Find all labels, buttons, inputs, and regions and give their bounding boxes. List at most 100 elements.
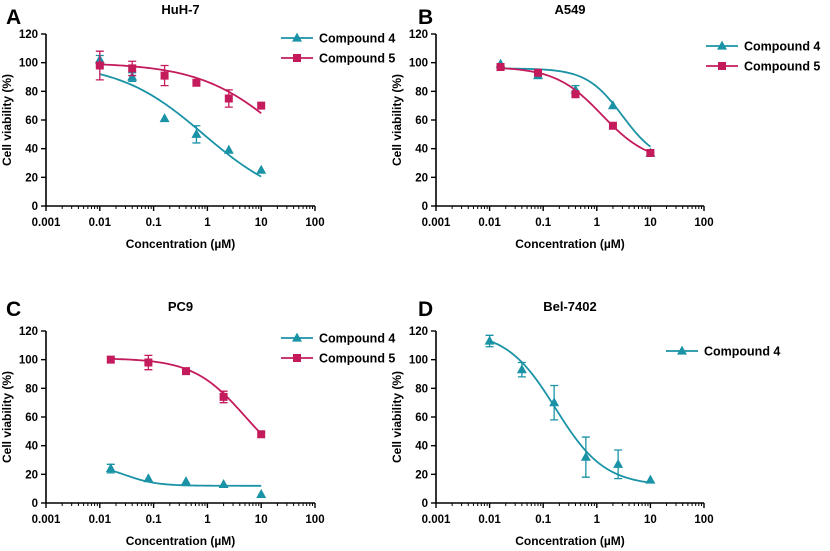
x-tick-label: 0.01 [89, 217, 112, 229]
data-point [534, 68, 543, 77]
legend-label: Compound 5 [319, 52, 395, 66]
legend-label: Compound 4 [704, 345, 780, 359]
x-tick-label: 0.001 [32, 514, 61, 526]
data-point [516, 364, 527, 374]
series-compound-5 [496, 62, 655, 157]
y-tick-label: 60 [25, 115, 38, 127]
data-point [219, 392, 228, 401]
y-axis-label: Cell viability (%) [390, 371, 404, 463]
y-tick-label: 0 [32, 201, 38, 213]
chart-title: Bel-7402 [543, 299, 596, 314]
fit-curve [99, 63, 262, 115]
y-tick-label: 120 [409, 326, 428, 338]
series-compound-5 [95, 50, 266, 115]
legend-entry: Compound 5 [281, 352, 395, 366]
data-point [127, 71, 138, 81]
y-tick-label: 100 [409, 355, 428, 367]
x-axis-label: Concentration (µM) [126, 534, 236, 548]
data-point [160, 71, 169, 80]
y-tick-label: 0 [422, 201, 428, 213]
data-point [549, 397, 560, 407]
x-axis-label: Concentration (µM) [515, 534, 625, 548]
y-tick-label: 100 [19, 355, 38, 367]
data-point [571, 90, 580, 99]
data-point [95, 61, 104, 70]
y-tick-label: 0 [32, 498, 38, 510]
legend-entry: Compound 4 [666, 345, 780, 359]
data-point [224, 94, 233, 103]
data-point [607, 100, 618, 110]
data-point [181, 367, 190, 376]
data-point [191, 128, 202, 138]
series-compound-4 [484, 334, 656, 484]
data-point [256, 488, 267, 498]
data-point [608, 121, 617, 130]
legend-entry: Compound 5 [281, 52, 395, 66]
legend-marker [717, 40, 727, 50]
y-tick-label: 60 [415, 115, 428, 127]
y-tick-label: 40 [25, 144, 38, 156]
x-axis-label: Concentration (µM) [515, 237, 625, 251]
y-tick-label: 120 [19, 29, 38, 41]
data-point [105, 463, 116, 473]
x-tick-label: 0.01 [478, 217, 501, 229]
data-point [580, 451, 591, 461]
x-tick-label: 10 [255, 514, 268, 526]
x-tick-label: 0.001 [422, 514, 451, 526]
y-tick-label: 80 [25, 383, 38, 395]
y-axis-label: Cell viability (%) [0, 74, 14, 166]
panel-label: D [418, 298, 433, 321]
data-point [144, 358, 153, 367]
panel-label: A [6, 6, 21, 29]
data-point [257, 430, 266, 439]
data-point [192, 78, 201, 87]
y-tick-label: 80 [25, 86, 38, 98]
legend-marker [292, 32, 302, 42]
panel-d: D Bel-7402 0 20 40 60 80 100 120 0.001 0.01 0.1 1 10 1… [390, 298, 780, 548]
chart-title: HuH-7 [161, 2, 199, 17]
legend-marker [293, 354, 301, 362]
x-tick-label: 0.1 [146, 514, 163, 526]
panel-c: C PC9 0 20 40 60 80 100 120 0.001 0.01 0.1 1 10 100 Con… [0, 298, 395, 548]
legend-marker [292, 332, 302, 342]
y-tick-label: 100 [19, 58, 38, 70]
legend-marker [293, 54, 301, 62]
chart-title: PC9 [168, 299, 193, 314]
panel-a: A HuH-7 0 20 40 60 80 100 120 0.001 0.01 0.1 1 10 100 C… [0, 2, 395, 251]
x-tick-label: 0.01 [478, 514, 501, 526]
legend-marker [677, 345, 687, 355]
series-compound-5 [106, 354, 266, 439]
y-axis-label: Cell viability (%) [0, 371, 14, 463]
data-point [128, 64, 137, 73]
series-compound-4 [105, 463, 267, 498]
x-tick-label: 1 [594, 217, 601, 229]
data-point [159, 113, 170, 123]
legend-label: Compound 4 [319, 332, 395, 346]
y-tick-label: 20 [25, 469, 38, 481]
x-tick-label: 10 [255, 217, 268, 229]
legend-entry: Compound 4 [706, 40, 820, 54]
y-tick-label: 0 [422, 498, 428, 510]
data-point [106, 355, 115, 364]
y-tick-label: 120 [409, 29, 428, 41]
y-tick-label: 80 [415, 383, 428, 395]
x-tick-label: 10 [644, 514, 657, 526]
fit-curve [500, 67, 651, 148]
data-point [484, 335, 495, 345]
x-tick-label: 1 [204, 217, 211, 229]
x-tick-label: 1 [204, 514, 211, 526]
y-tick-label: 20 [25, 172, 38, 184]
legend-entry: Compound 4 [281, 332, 395, 346]
x-tick-label: 100 [305, 217, 324, 229]
x-tick-label: 0.1 [535, 217, 552, 229]
legend-label: Compound 5 [744, 60, 820, 74]
data-point [496, 62, 505, 71]
x-axis-label: Concentration (µM) [126, 237, 236, 251]
x-tick-label: 0.1 [535, 514, 552, 526]
data-point [645, 474, 656, 484]
y-tick-label: 120 [19, 326, 38, 338]
y-tick-label: 60 [25, 412, 38, 424]
data-point [181, 476, 191, 486]
y-tick-label: 20 [415, 172, 428, 184]
